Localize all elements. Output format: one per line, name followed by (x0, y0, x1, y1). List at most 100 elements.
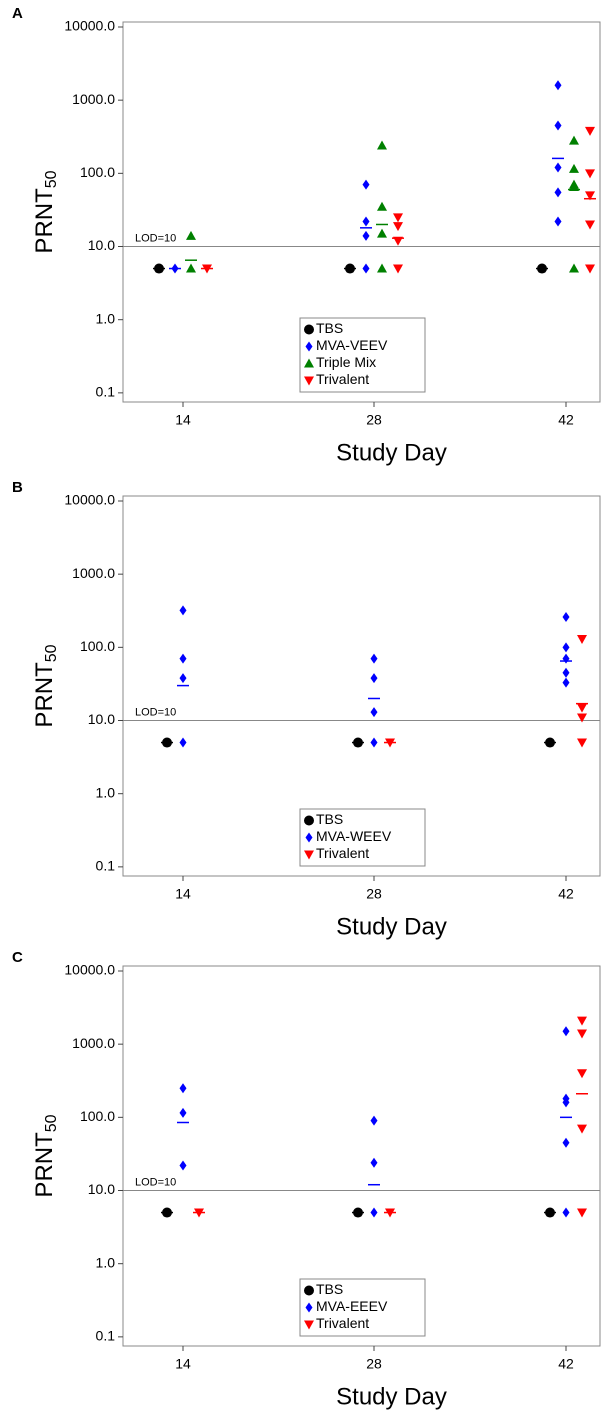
point (186, 263, 196, 273)
lod-label: LOD=10 (135, 232, 176, 244)
point (393, 213, 403, 223)
y-axis-label-main: PRNT (31, 188, 58, 254)
legend-label: MVA-VEEV (316, 337, 388, 353)
panel-label: B (12, 479, 23, 496)
y-tick-label: 10000.0 (64, 492, 115, 508)
x-tick-label: 14 (175, 412, 191, 428)
point (562, 1207, 570, 1218)
y-tick-label: 10000.0 (64, 18, 115, 34)
point (179, 1107, 187, 1118)
legend-marker (304, 815, 314, 826)
panel: A 0.1 1.0 10.0 100.0 1000.0 10000.0 LOD=10 PRNT5… (12, 5, 601, 466)
point (585, 169, 595, 179)
point (179, 737, 187, 748)
point (393, 236, 403, 246)
point (577, 738, 587, 748)
y-tick-label: 10.0 (88, 237, 115, 253)
point (179, 605, 187, 616)
legend-label: MVA-EEEV (316, 1298, 388, 1314)
panel: C 0.1 1.0 10.0 100.0 1000.0 10000.0 LOD=10 PRNT5… (12, 949, 601, 1410)
y-tick-label: 0.1 (96, 384, 116, 400)
point (377, 263, 387, 273)
y-axis-label: PRNT50 (31, 1114, 60, 1197)
point (562, 1097, 570, 1108)
point (577, 1069, 587, 1079)
point (562, 611, 570, 622)
point (554, 120, 562, 131)
x-tick-label: 14 (175, 886, 191, 902)
point (577, 1016, 587, 1026)
legend-label: Trivalent (316, 1315, 369, 1331)
y-tick-label: 0.1 (96, 858, 116, 874)
x-axis-label: Study Day (336, 439, 447, 466)
legend-label: Trivalent (316, 845, 369, 861)
legend-marker (304, 324, 314, 335)
lod-label: LOD=10 (135, 706, 176, 718)
legend-marker (305, 1302, 313, 1313)
legend-label: TBS (316, 811, 343, 827)
point (585, 126, 595, 136)
y-axis-label: PRNT50 (31, 170, 60, 253)
point (577, 703, 587, 713)
point (577, 634, 587, 644)
x-tick-label: 28 (366, 1356, 382, 1372)
point (554, 162, 562, 173)
panel-label: C (12, 949, 23, 966)
point (577, 1208, 587, 1218)
legend-label: Trivalent (316, 371, 369, 387)
y-tick-label: 1.0 (96, 310, 116, 326)
point (179, 673, 187, 684)
y-axis-label-main: PRNT (31, 662, 58, 728)
point (585, 264, 595, 274)
legend-marker (304, 358, 314, 368)
point (362, 216, 370, 227)
legend-box (299, 808, 426, 867)
y-tick-label: 100.0 (80, 164, 115, 180)
y-axis-label: PRNT50 (31, 644, 60, 727)
legend-label: Triple Mix (316, 354, 376, 370)
y-tick-label: 1000.0 (72, 91, 115, 107)
point (562, 653, 570, 664)
x-tick-label: 14 (175, 1356, 191, 1372)
x-tick-label: 42 (558, 412, 574, 428)
point (569, 263, 579, 273)
y-axis-label-sub: 50 (43, 1114, 60, 1132)
point (377, 201, 387, 211)
point (554, 216, 562, 227)
point (377, 140, 387, 150)
y-tick-label: 1.0 (96, 784, 116, 800)
lod-label: LOD=10 (135, 1176, 176, 1188)
legend-box (299, 1278, 426, 1337)
point (370, 1207, 378, 1218)
point (186, 230, 196, 240)
legend-marker (305, 832, 313, 843)
point (179, 1083, 187, 1094)
point (370, 1115, 378, 1126)
x-tick-label: 28 (366, 886, 382, 902)
legend-box (299, 317, 426, 393)
panel-label: A (12, 5, 23, 22)
point (577, 713, 587, 723)
y-tick-label: 10.0 (88, 711, 115, 727)
point (370, 653, 378, 664)
y-axis-label-main: PRNT (31, 1132, 58, 1198)
x-tick-label: 42 (558, 1356, 574, 1372)
point (562, 667, 570, 678)
point (577, 1029, 587, 1039)
y-tick-label: 1000.0 (72, 1035, 115, 1051)
legend-label: TBS (316, 320, 343, 336)
y-tick-label: 1.0 (96, 1254, 116, 1270)
point (562, 677, 570, 688)
point (393, 222, 403, 232)
legend-marker (305, 341, 313, 352)
point (362, 179, 370, 190)
point (577, 1124, 587, 1134)
point (569, 163, 579, 173)
x-axis-label: Study Day (336, 913, 447, 940)
legend-marker (304, 376, 314, 386)
point (179, 653, 187, 664)
x-axis-label: Study Day (336, 1383, 447, 1410)
y-tick-label: 100.0 (80, 1108, 115, 1124)
point (562, 1137, 570, 1148)
